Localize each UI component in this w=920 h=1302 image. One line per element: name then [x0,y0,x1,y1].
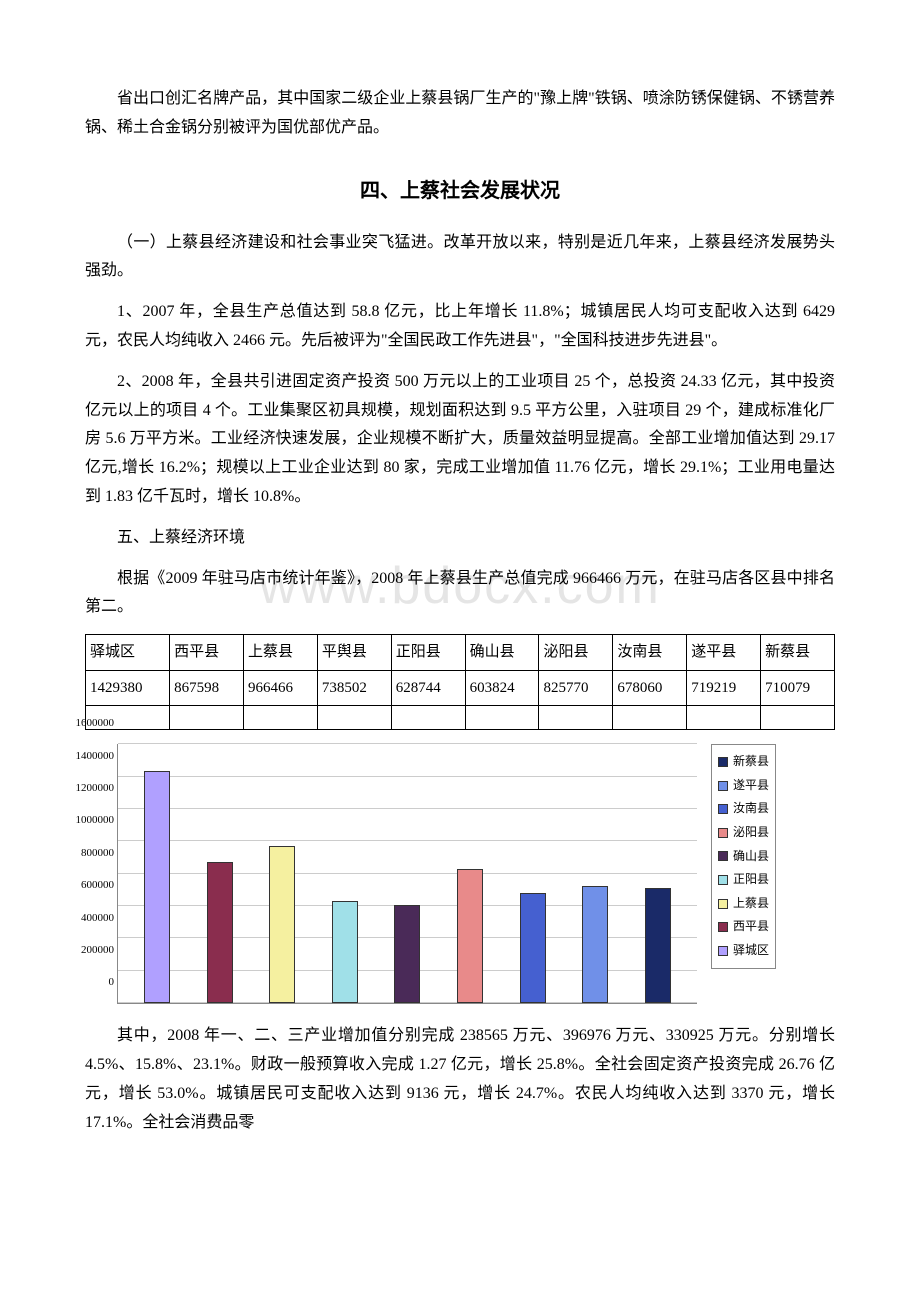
table-header-cell: 遂平县 [687,635,761,671]
legend-label: 汝南县 [733,798,769,820]
legend-label: 遂平县 [733,775,769,797]
paragraph-intro: 省出口创汇名牌产品，其中国家二级企业上蔡县锅厂生产的"豫上牌"铁锅、喷涂防锈保健… [85,85,835,143]
table-header-cell: 平舆县 [317,635,391,671]
table-value-row: 1429380 867598 966466 738502 628744 6038… [86,670,835,706]
legend-swatch [718,946,728,956]
legend-swatch [718,899,728,909]
table-cell: 603824 [465,670,539,706]
section-heading-4: 四、上蔡社会发展状况 [85,173,835,209]
table-cell: 867598 [170,670,244,706]
chart-ytick-label: 1200000 [76,779,119,799]
legend-item: 驿城区 [718,940,769,962]
chart-ytick-label: 200000 [81,941,118,961]
table-header-cell: 驿城区 [86,635,170,671]
paragraph-4-1: （一）上蔡县经济建设和社会事业突飞猛进。改革开放以来，特别是近几年来，上蔡县经济… [85,229,835,287]
legend-item: 新蔡县 [718,751,769,773]
legend-swatch [718,781,728,791]
paragraph-5-intro: 根据《2009 年驻马店市统计年鉴》，2008 年上蔡县生产总值完成 96646… [85,565,835,623]
chart-ytick-label: 800000 [81,844,118,864]
chart-legend: 新蔡县遂平县汝南县泌阳县确山县正阳县上蔡县西平县驿城区 [711,744,776,968]
table-cell: 628744 [391,670,465,706]
legend-label: 正阳县 [733,869,769,891]
legend-label: 泌阳县 [733,822,769,844]
legend-swatch [718,922,728,932]
legend-label: 驿城区 [733,940,769,962]
table-header-cell: 上蔡县 [243,635,317,671]
legend-label: 西平县 [733,916,769,938]
gdp-bar-chart: 0200000400000600000800000100000012000001… [117,744,697,1004]
gdp-bar-chart-wrap: 0200000400000600000800000100000012000001… [117,744,835,1004]
table-cell: 1429380 [86,670,170,706]
legend-item: 西平县 [718,916,769,938]
legend-swatch [718,875,728,885]
table-header-cell: 正阳县 [391,635,465,671]
gdp-table: 驿城区 西平县 上蔡县 平舆县 正阳县 确山县 泌阳县 汝南县 遂平县 新蔡县 … [85,634,835,730]
legend-item: 正阳县 [718,869,769,891]
chart-ytick-label: 1000000 [76,812,119,832]
legend-item: 泌阳县 [718,822,769,844]
legend-swatch [718,828,728,838]
legend-item: 上蔡县 [718,893,769,915]
paragraph-5-detail: 其中，2008 年一、二、三产业增加值分别完成 238565 万元、396976… [85,1022,835,1137]
table-header-cell: 汝南县 [613,635,687,671]
chart-ytick-label: 0 [109,973,119,993]
table-cell: 738502 [317,670,391,706]
table-cell: 678060 [613,670,687,706]
table-cell: 719219 [687,670,761,706]
legend-swatch [718,804,728,814]
legend-item: 确山县 [718,846,769,868]
table-header-cell: 确山县 [465,635,539,671]
chart-bar [144,771,170,1003]
table-header-cell: 西平县 [170,635,244,671]
chart-bar [394,905,420,1003]
chart-ytick-label: 600000 [81,876,118,896]
chart-ytick-label: 400000 [81,909,118,929]
table-cell: 825770 [539,670,613,706]
table-cell: 966466 [243,670,317,706]
legend-swatch [718,851,728,861]
chart-bar [582,886,608,1003]
chart-bars [118,744,697,1003]
chart-bar [269,846,295,1003]
paragraph-4-1-item2: 2、2008 年，全县共引进固定资产投资 500 万元以上的工业项目 25 个，… [85,368,835,512]
chart-ytick-label: 1400000 [76,747,119,767]
chart-ytick-label: 1600000 [76,714,119,734]
legend-label: 确山县 [733,846,769,868]
legend-swatch [718,757,728,767]
legend-item: 遂平县 [718,775,769,797]
chart-bar [457,869,483,1003]
chart-bar [332,901,358,1003]
table-empty-row [86,706,835,730]
legend-label: 上蔡县 [733,893,769,915]
document-content: 省出口创汇名牌产品，其中国家二级企业上蔡县锅厂生产的"豫上牌"铁锅、喷涂防锈保健… [85,85,835,1137]
chart-bar [520,893,546,1003]
table-header-row: 驿城区 西平县 上蔡县 平舆县 正阳县 确山县 泌阳县 汝南县 遂平县 新蔡县 [86,635,835,671]
table-cell: 710079 [761,670,835,706]
legend-item: 汝南县 [718,798,769,820]
chart-bar [207,862,233,1003]
table-header-cell: 泌阳县 [539,635,613,671]
legend-label: 新蔡县 [733,751,769,773]
section-heading-5: 五、上蔡经济环境 [85,524,835,553]
chart-bar [645,888,671,1003]
table-header-cell: 新蔡县 [761,635,835,671]
paragraph-4-1-item1: 1、2007 年，全县生产总值达到 58.8 亿元，比上年增长 11.8%；城镇… [85,298,835,356]
